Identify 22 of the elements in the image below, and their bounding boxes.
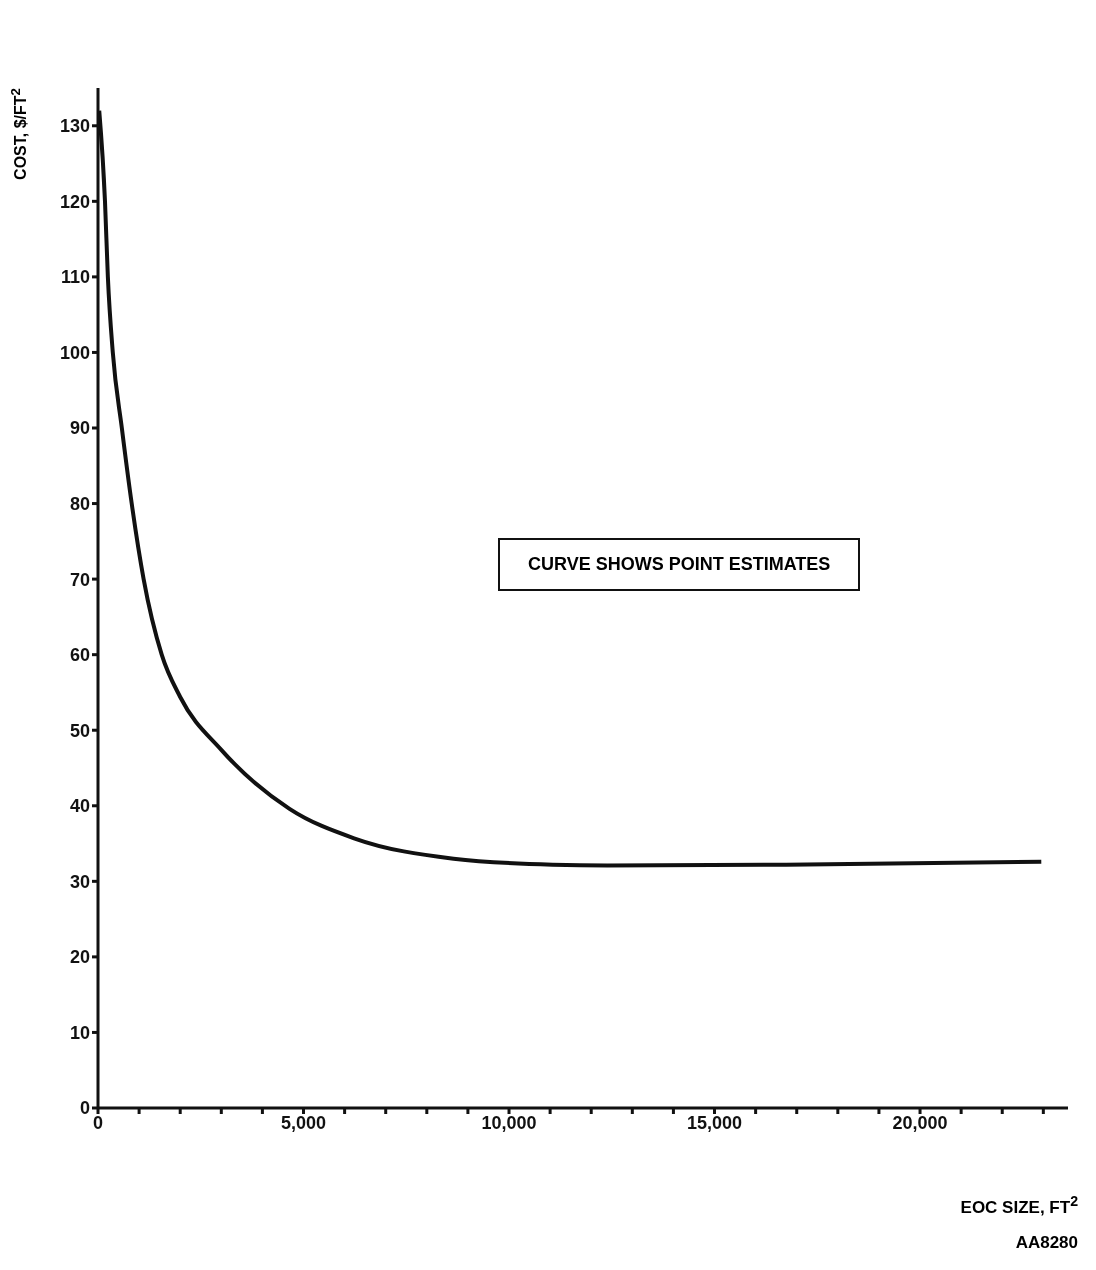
text: AA8280 xyxy=(1015,1233,1078,1253)
y-tick-label: 120 xyxy=(59,191,90,212)
y-tick-label: 60 xyxy=(69,645,90,666)
y-tick-label: 130 xyxy=(59,116,90,137)
y-tick-label: 110 xyxy=(60,267,90,288)
y-tick-label: 0 xyxy=(79,1098,90,1119)
y-tick-label: 100 xyxy=(59,342,90,363)
y-tick-label: 20 xyxy=(69,947,90,968)
x-tick-label: 5,000 xyxy=(280,1112,327,1133)
y-tick-label: 30 xyxy=(69,871,90,892)
y-tick-label: 10 xyxy=(69,1022,90,1043)
x-tick-label: 0 xyxy=(92,1112,104,1133)
y-tick-label: 70 xyxy=(69,569,90,590)
x-tick-label: 10,000 xyxy=(481,1112,537,1133)
y-tick-label: 50 xyxy=(69,720,90,741)
x-axis-title: EOC SIZE, FT$^{2}$ xyxy=(960,1193,1078,1218)
x-tick-label: 20,000 xyxy=(892,1112,948,1133)
y-tick-label: 90 xyxy=(69,418,90,439)
annotation: CURVE SHOWS POINT ESTIMATES xyxy=(498,538,861,591)
y-tick-label: 40 xyxy=(69,796,90,817)
y-tick-label: 80 xyxy=(69,493,90,514)
x-tick-label: 15,000 xyxy=(686,1112,743,1133)
